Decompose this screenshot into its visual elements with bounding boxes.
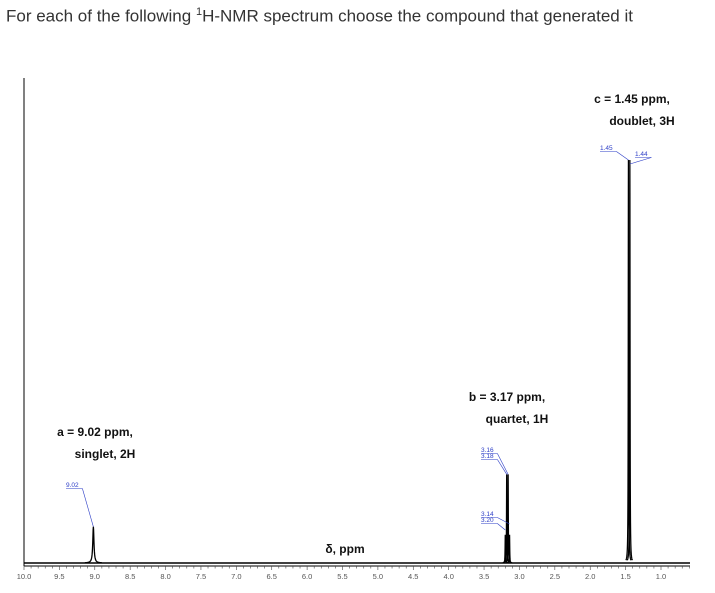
x-tick-label: 4.0 xyxy=(443,572,453,581)
spectrum-trace xyxy=(24,159,690,564)
peak-label-leader xyxy=(497,523,506,531)
signal-b-line1: b = 3.17 ppm, xyxy=(469,390,545,404)
x-tick-label: 8.0 xyxy=(160,572,170,581)
x-tick-label: 6.5 xyxy=(267,572,277,581)
x-tick-label: 3.0 xyxy=(514,572,524,581)
x-tick-label: 6.0 xyxy=(302,572,312,581)
peak-label-leader xyxy=(497,453,509,475)
peak-label-b: 3.18 xyxy=(481,453,494,460)
x-tick-label: 2.0 xyxy=(585,572,595,581)
peak-label-leader xyxy=(497,517,510,525)
x-tick-label: 8.5 xyxy=(125,572,135,581)
signal-a-line2: singlet, 2H xyxy=(75,447,136,461)
x-tick-label: 10.0 xyxy=(17,572,32,581)
peak-label-leader xyxy=(629,157,652,165)
signal-b-line2: quartet, 1H xyxy=(486,412,549,426)
x-axis-ticks: 10.0 9.5 9.0 8.5 8.0 7.5 7.0 6.5 6.0 5.5 5.0 4.5 4.0… xyxy=(17,566,690,581)
peak-b xyxy=(506,534,513,564)
plot-axes xyxy=(23,78,690,567)
peak-label-leader xyxy=(616,151,629,161)
signal-c-line2: doublet, 3H xyxy=(609,114,674,128)
x-tick-label: 7.5 xyxy=(196,572,206,581)
x-tick-label: 9.0 xyxy=(90,572,100,581)
peak-label-b: 3.16 xyxy=(481,447,494,454)
peak-label-b: 3.14 xyxy=(481,511,494,518)
x-tick-label: 5.0 xyxy=(373,572,383,581)
signal-a-line1: a = 9.02 ppm, xyxy=(57,425,133,439)
x-tick-label: 7.0 xyxy=(231,572,241,581)
peak-label-b: 3.20 xyxy=(481,517,494,524)
peak-label-c: 1.44 xyxy=(635,151,648,158)
question-text: For each of the following 1H-NMR spectru… xyxy=(6,6,633,27)
x-tick-label: 5.5 xyxy=(337,572,347,581)
peak-a xyxy=(84,526,102,564)
signal-annotations: a = 9.02 ppm, singlet, 2H 9.02 b = 3.17 ppm… xyxy=(57,92,675,531)
question-prefix: For each of the following xyxy=(6,6,196,26)
peak-label-leader xyxy=(497,459,507,475)
peak-label-a: 9.02 xyxy=(66,482,79,489)
x-tick-label: 1.0 xyxy=(656,572,666,581)
peak-label-leader xyxy=(82,488,94,527)
x-tick-label: 1.5 xyxy=(620,572,630,581)
x-tick-label: 2.5 xyxy=(550,572,560,581)
x-axis-label: δ, ppm xyxy=(325,542,364,556)
question-suffix: H-NMR spectrum choose the compound that … xyxy=(202,6,633,26)
x-tick-label: 3.5 xyxy=(479,572,489,581)
peak-c xyxy=(626,159,633,561)
signal-c-line1: c = 1.45 ppm, xyxy=(594,92,670,106)
x-tick-label: 9.5 xyxy=(54,572,64,581)
question-superscript: 1 xyxy=(195,6,203,18)
x-tick-label: 4.5 xyxy=(408,572,418,581)
peak-label-c: 1.45 xyxy=(600,145,613,152)
